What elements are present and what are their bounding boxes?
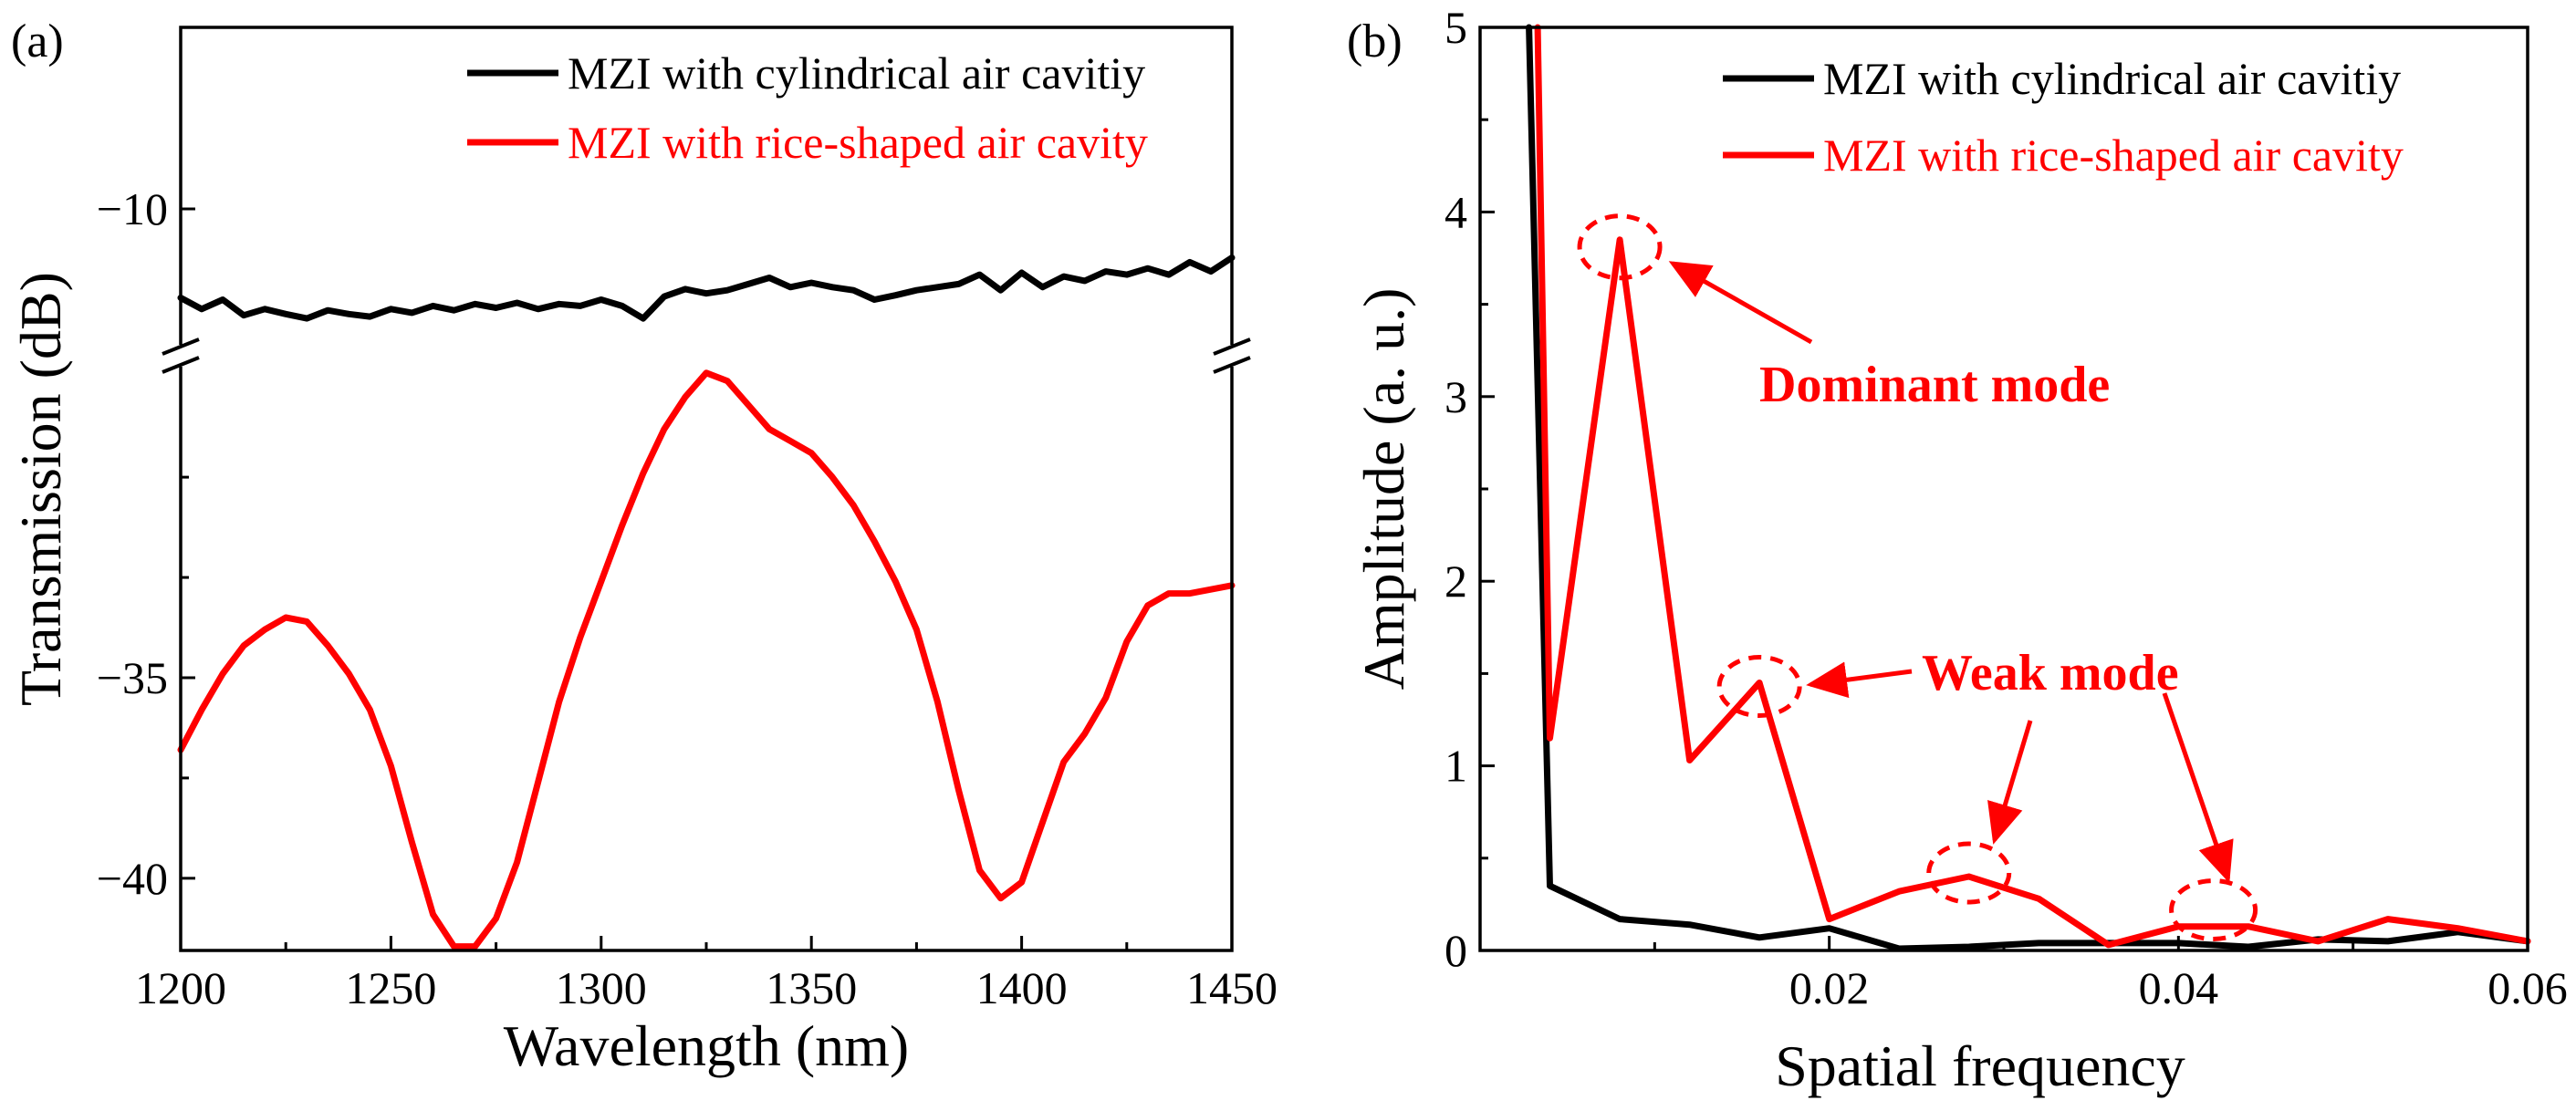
legend-b-label-cylindrical: MZI with cylindrical air cavitiy <box>1823 53 2401 104</box>
panel-b-x-ticks: 0.02 0.04 0.06 <box>1653 936 2568 1013</box>
annotation-weak-mode: Weak mode <box>1922 645 2179 701</box>
weak-mode-circle <box>1926 841 2012 905</box>
panel-a-x-tick-label: 1250 <box>345 962 436 1013</box>
panel-a-x-tick-label: 1400 <box>976 962 1068 1013</box>
panel-b: (b) 0.02 0.04 0.06 0 1 2 3 4 5 Spatial frequenc… <box>1347 2 2568 1098</box>
panel-b-legend: MZI with cylindrical air cavitiy MZI wit… <box>1723 53 2404 181</box>
axis-break-mark <box>1213 337 1251 356</box>
panel-a-y-tick-label: −35 <box>97 652 168 703</box>
panel-a-x-tick-label: 1200 <box>135 962 226 1013</box>
dominant-mode-arrow <box>1668 261 1813 345</box>
panel-a-axis-break <box>162 337 1251 374</box>
panel-b-x-tick-label: 0.04 <box>2139 962 2219 1013</box>
panel-b-y-tick-label: 1 <box>1444 741 1467 792</box>
panel-b-y-tick-label: 0 <box>1444 925 1467 976</box>
dominant-mode-circle <box>1577 213 1663 281</box>
panel-b-y-tick-label: 2 <box>1444 556 1467 607</box>
panel-a-marks <box>177 254 1236 950</box>
panel-b-xlabel: Spatial frequency <box>1775 1033 2185 1098</box>
panel-b-x-tick-label: 0.06 <box>2487 962 2568 1013</box>
axis-break-mark <box>162 356 200 374</box>
axis-break-mark <box>162 337 200 356</box>
panel-a-series-rice-line <box>177 369 1236 950</box>
panel-b-y-ticks: 0 1 2 3 4 5 <box>1444 2 1495 976</box>
legend-b-label-rice: MZI with rice-shaped air cavity <box>1823 130 2404 181</box>
panel-a-y-tick-label: −40 <box>97 853 168 904</box>
panel-a-y-tick-label: −10 <box>97 183 168 234</box>
panel-a-x-tick-label: 1300 <box>556 962 647 1013</box>
panel-b-ylabel: Amplitude (a. u.) <box>1351 288 1416 690</box>
panel-a-x-tick-label: 1350 <box>766 962 857 1013</box>
panel-a-x-ticks: 1200 1250 1300 1350 1400 1450 <box>135 936 1278 1013</box>
panel-b-x-tick-label: 0.02 <box>1789 962 1870 1013</box>
panel-a-ylabel: Transmission (dB) <box>8 272 73 706</box>
weak-mode-arrow <box>2162 692 2234 884</box>
panel-b-label: (b) <box>1347 16 1403 67</box>
panel-a-label: (a) <box>11 16 64 67</box>
panel-a-x-tick-label: 1450 <box>1186 962 1278 1013</box>
weak-mode-arrow <box>1987 720 2033 845</box>
panel-a-legend: MZI with cylindrical air cavitiy MZI wit… <box>467 47 1148 168</box>
weak-mode-circle <box>2169 878 2258 942</box>
panel-a: (a) 1200 1250 1300 1350 1400 1450 −10 −35 −40 W… <box>8 16 1278 1078</box>
legend-a-label-rice: MZI with rice-shaped air cavity <box>568 117 1148 168</box>
panel-a-xlabel: Wavelength (nm) <box>504 1013 909 1078</box>
panel-a-y-ticks: −10 −35 −40 <box>97 183 195 904</box>
weak-mode-circle <box>1716 655 1802 719</box>
weak-mode-arrow <box>1806 661 1913 699</box>
panel-b-y-tick-label: 3 <box>1444 371 1467 422</box>
panel-b-y-tick-label: 4 <box>1444 186 1467 237</box>
legend-a-label-cylindrical: MZI with cylindrical air cavitiy <box>568 47 1145 99</box>
panel-b-series-rice-line <box>1534 24 2531 949</box>
panel-b-annotations: Dominant mode Weak mode <box>1577 213 2258 942</box>
panel-a-series-cylindrical-line <box>177 254 1236 322</box>
annotation-dominant-mode: Dominant mode <box>1759 357 2110 413</box>
panel-b-y-tick-label: 5 <box>1444 2 1467 53</box>
axis-break-mark <box>1213 356 1251 374</box>
